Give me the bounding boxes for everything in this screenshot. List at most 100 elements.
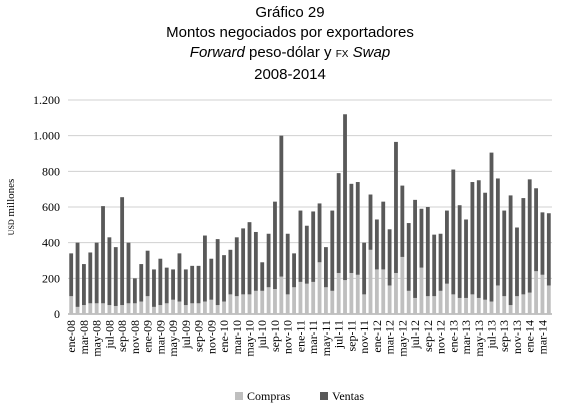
x-tick-label: ene-09 — [141, 320, 155, 353]
x-tick-label: jul-13 — [485, 320, 499, 350]
x-tick-label: sep-08 — [115, 320, 129, 352]
bar-segment — [266, 233, 271, 288]
bar-segment — [285, 294, 290, 314]
bar-segment — [94, 303, 99, 314]
bar-segment — [253, 231, 258, 291]
subtitle-part: peso-dólar y — [245, 44, 336, 61]
bar-segment — [215, 239, 220, 306]
legend-swatch — [320, 392, 328, 400]
x-tick-label: sep-09 — [192, 320, 206, 352]
bar-segment — [362, 242, 367, 295]
bar-segment — [82, 264, 86, 306]
bar-segment — [145, 296, 150, 314]
bar-segment — [222, 301, 226, 314]
bar-segment — [132, 303, 137, 314]
x-tick-label: ene-12 — [370, 320, 384, 353]
x-tick-label: jul-08 — [102, 320, 116, 350]
bar-segment — [215, 305, 220, 314]
bar-segment — [304, 225, 309, 284]
bar-segment — [203, 235, 207, 302]
bar-segment — [406, 290, 411, 314]
subtitle-part: Forward — [190, 44, 246, 61]
bar-segment — [126, 242, 131, 304]
bar-segment — [521, 198, 526, 295]
bar-segment — [183, 269, 188, 306]
bar-segment — [158, 258, 163, 306]
x-tick-label: ene-08 — [64, 320, 78, 353]
bar-segment — [495, 178, 500, 286]
x-tick-label: mar-08 — [77, 320, 91, 354]
y-tick-label: 600 — [42, 200, 60, 214]
x-tick-label: ene-11 — [293, 320, 307, 352]
bar-segment — [400, 256, 405, 314]
bar-segment — [132, 278, 137, 304]
bar-segment — [279, 276, 284, 314]
x-tick-label: ene-10 — [217, 320, 231, 353]
x-tick-label: nov-13 — [510, 320, 524, 354]
bar-segment — [527, 179, 532, 293]
x-tick-label: sep-10 — [268, 320, 282, 352]
chart-subtitle: Forward peso-dólar y FX Swap — [190, 44, 390, 61]
bar-segment — [190, 303, 195, 314]
bar-segment — [425, 296, 430, 314]
x-tick-label: nov-10 — [281, 320, 295, 354]
bar-segment — [107, 237, 112, 306]
bar-segment — [546, 213, 551, 286]
chart-period: 2008-2014 — [254, 66, 326, 83]
y-tick-label: 1.200 — [33, 93, 60, 107]
bar-segment — [311, 281, 316, 314]
bar-segment — [152, 269, 156, 307]
bar-segment — [101, 206, 105, 304]
bar-segment — [445, 210, 449, 284]
bar-segment — [177, 253, 182, 302]
bar-segment — [336, 272, 341, 314]
bar-segment — [546, 285, 551, 314]
bar-segment — [228, 249, 233, 295]
bar-segment — [260, 290, 265, 314]
bar-segment — [349, 183, 354, 273]
bar-segment — [69, 296, 74, 314]
x-tick-label: sep-12 — [421, 320, 435, 352]
bar-segment — [107, 305, 112, 314]
bar-segment — [508, 195, 513, 306]
bar-segment — [483, 299, 488, 314]
bar-segment — [432, 234, 437, 297]
bar-segment — [317, 203, 322, 263]
x-tick-label: nov-09 — [204, 320, 218, 354]
chart-title: Gráfico 29 — [255, 4, 324, 21]
bar-segment — [164, 303, 169, 314]
bar-segment — [209, 299, 214, 314]
bar-segment — [413, 199, 417, 298]
x-tick-label: jul-11 — [332, 320, 346, 349]
bar-segment — [196, 303, 201, 314]
bar-segment — [355, 274, 360, 314]
bar-segment — [387, 229, 392, 286]
bar-segment — [508, 305, 513, 314]
x-tick-label: mar-11 — [306, 320, 320, 354]
x-tick-label: ene-13 — [446, 320, 460, 353]
x-tick-label: mar-13 — [459, 320, 473, 354]
x-tick-label: nov-12 — [434, 320, 448, 354]
bar-segment — [413, 297, 417, 314]
bar-segment — [368, 249, 373, 314]
bar-segment — [349, 272, 354, 314]
bar-segment — [419, 267, 424, 314]
x-tick-label: may-10 — [243, 320, 257, 357]
bar-segment — [451, 169, 456, 295]
x-tick-label: jul-10 — [255, 320, 269, 350]
x-tick-label: nov-11 — [357, 320, 371, 354]
bar-segment — [324, 247, 328, 288]
x-tick-label: mar-10 — [230, 320, 244, 354]
y-axis-label: USD millones — [5, 179, 17, 236]
bar-segment — [489, 152, 494, 302]
bar-segment — [158, 305, 163, 314]
bar-segment — [540, 212, 545, 275]
bar-segment — [368, 194, 373, 250]
bar-segment — [69, 253, 74, 297]
x-tick-label: mar-09 — [153, 320, 167, 354]
bar-segment — [324, 287, 328, 314]
bar-segment — [292, 287, 296, 314]
bar-segment — [445, 283, 449, 314]
x-tick-label: nov-08 — [128, 320, 142, 354]
bar-segment — [113, 247, 118, 306]
